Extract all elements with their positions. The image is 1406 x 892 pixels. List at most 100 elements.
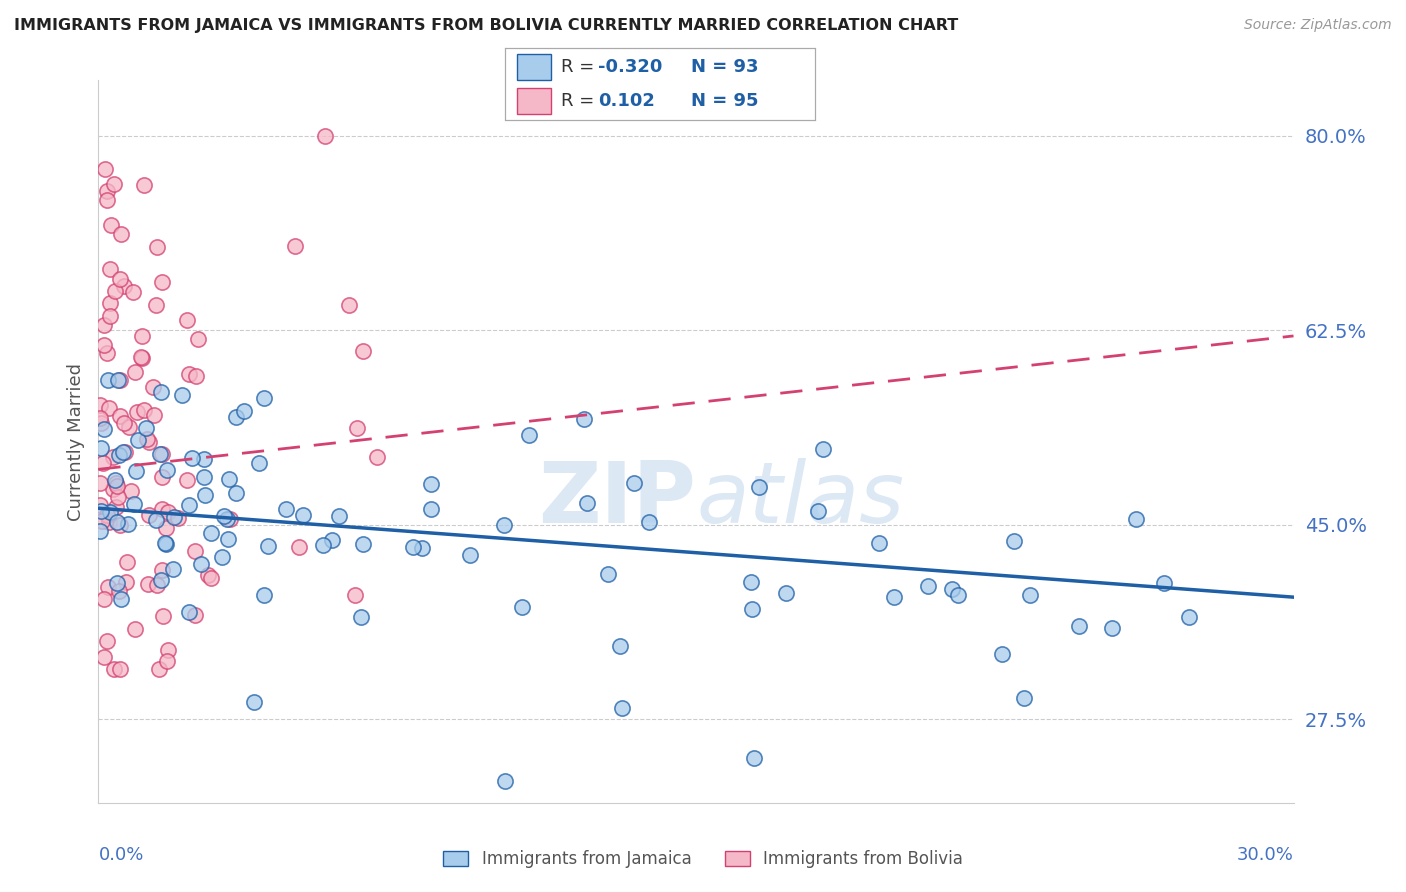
Point bbox=[124, 365, 146, 379]
Point bbox=[101, 482, 124, 496]
Point bbox=[150, 470, 173, 484]
Point bbox=[215, 512, 238, 526]
Point bbox=[108, 272, 131, 286]
Point bbox=[353, 343, 375, 358]
Point bbox=[807, 504, 830, 518]
Point bbox=[124, 623, 146, 637]
Point bbox=[150, 573, 173, 587]
Point bbox=[103, 177, 125, 191]
Point bbox=[107, 490, 129, 504]
Point bbox=[610, 701, 633, 715]
Point bbox=[134, 178, 156, 192]
Point bbox=[127, 405, 149, 419]
Point bbox=[321, 533, 343, 548]
Point bbox=[510, 599, 533, 614]
Point bbox=[135, 421, 157, 435]
Point bbox=[214, 508, 236, 523]
Point bbox=[193, 451, 215, 466]
Point bbox=[1012, 691, 1035, 706]
Point bbox=[1178, 610, 1201, 624]
Point bbox=[1101, 622, 1123, 636]
Point bbox=[105, 500, 128, 514]
Point bbox=[217, 533, 239, 547]
Point bbox=[197, 568, 219, 582]
Point bbox=[257, 539, 280, 553]
Point bbox=[120, 483, 142, 498]
Point bbox=[162, 562, 184, 576]
Point bbox=[187, 333, 209, 347]
Point bbox=[170, 387, 193, 401]
Point bbox=[218, 511, 240, 525]
Point bbox=[150, 447, 173, 461]
Point bbox=[200, 525, 222, 540]
Point bbox=[90, 416, 112, 430]
Point bbox=[225, 485, 247, 500]
Y-axis label: Currently Married: Currently Married bbox=[66, 362, 84, 521]
Point bbox=[150, 563, 173, 577]
Point bbox=[90, 504, 112, 518]
Point bbox=[110, 227, 132, 241]
Point bbox=[243, 695, 266, 709]
Point bbox=[127, 433, 149, 447]
Point bbox=[117, 516, 139, 531]
Point bbox=[941, 582, 963, 596]
Point bbox=[96, 508, 118, 522]
Point bbox=[328, 509, 350, 524]
Point bbox=[458, 548, 481, 562]
Point bbox=[741, 602, 763, 616]
Point bbox=[946, 588, 969, 602]
Point bbox=[1019, 588, 1042, 602]
Point bbox=[107, 584, 129, 599]
Point bbox=[177, 605, 200, 619]
Point bbox=[107, 373, 129, 387]
Point bbox=[343, 588, 366, 602]
Point bbox=[138, 435, 160, 450]
Point bbox=[292, 508, 315, 522]
Point bbox=[883, 590, 905, 604]
Point bbox=[350, 610, 373, 624]
Point bbox=[90, 441, 112, 455]
Point bbox=[143, 409, 166, 423]
Point bbox=[176, 473, 198, 487]
Point bbox=[135, 432, 157, 446]
Point bbox=[114, 574, 136, 589]
Point bbox=[145, 513, 167, 527]
Point bbox=[177, 498, 200, 512]
Text: 0.0%: 0.0% bbox=[98, 847, 143, 864]
Text: 30.0%: 30.0% bbox=[1237, 847, 1294, 864]
Point bbox=[284, 238, 307, 252]
Point bbox=[740, 575, 762, 590]
Point bbox=[155, 537, 177, 551]
Point bbox=[107, 448, 129, 462]
Legend: Immigrants from Jamaica, Immigrants from Bolivia: Immigrants from Jamaica, Immigrants from… bbox=[436, 844, 970, 875]
Point bbox=[94, 162, 117, 177]
Point bbox=[225, 409, 247, 424]
Point bbox=[156, 642, 179, 657]
Point bbox=[276, 502, 298, 516]
Point bbox=[91, 456, 114, 470]
Text: Source: ZipAtlas.com: Source: ZipAtlas.com bbox=[1244, 18, 1392, 32]
Point bbox=[623, 475, 645, 490]
Point bbox=[184, 369, 207, 384]
Point bbox=[105, 478, 128, 492]
Point bbox=[1067, 619, 1090, 633]
Point bbox=[1153, 576, 1175, 591]
Point bbox=[247, 456, 270, 470]
Point bbox=[122, 497, 145, 511]
Point bbox=[142, 380, 165, 394]
Point bbox=[598, 566, 620, 581]
Point bbox=[105, 515, 128, 529]
Point bbox=[609, 640, 631, 654]
Point bbox=[104, 284, 127, 298]
Point bbox=[346, 421, 368, 435]
Point bbox=[108, 373, 131, 387]
Point bbox=[253, 391, 276, 405]
Point bbox=[575, 495, 598, 509]
Point bbox=[352, 537, 374, 551]
Point bbox=[93, 649, 115, 664]
Point bbox=[200, 571, 222, 585]
Point bbox=[93, 338, 115, 352]
Point bbox=[574, 412, 596, 426]
Point bbox=[149, 447, 172, 461]
Point bbox=[136, 576, 159, 591]
